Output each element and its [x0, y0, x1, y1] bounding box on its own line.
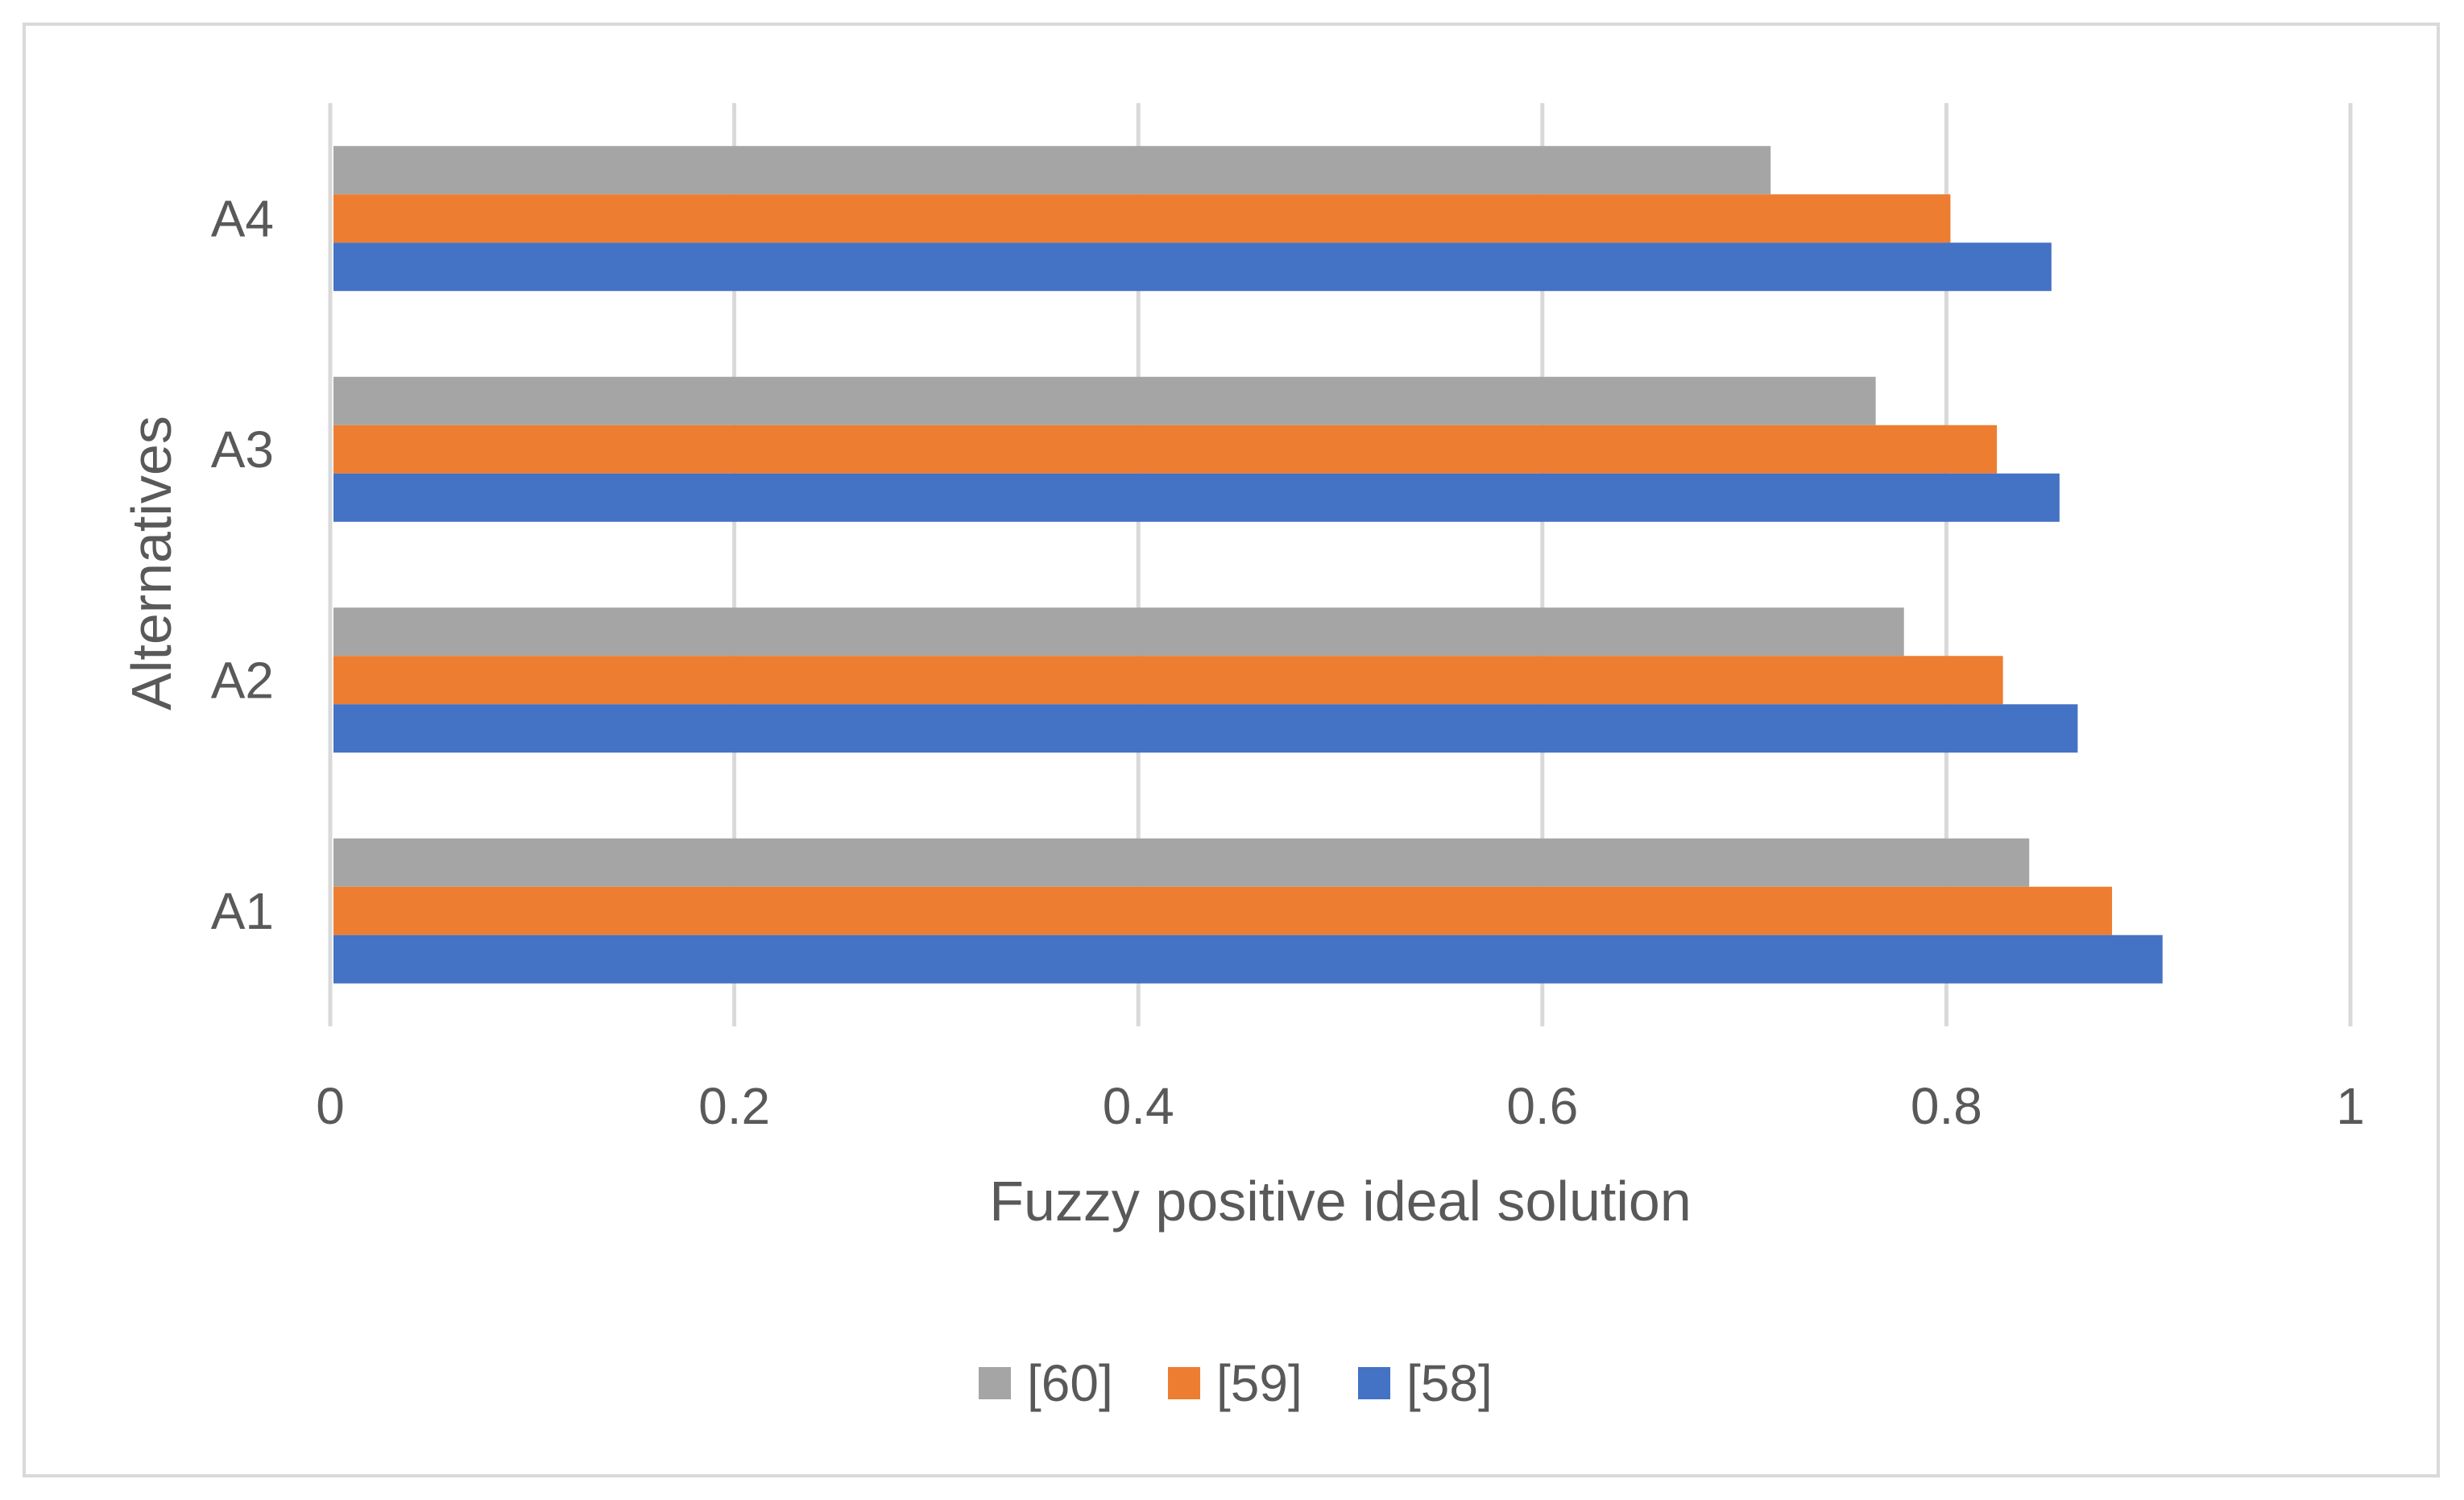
x-tick-label: 1: [2336, 1077, 2365, 1135]
bar-A1-60: [333, 838, 2030, 887]
x-axis-title: Fuzzy positive ideal solution: [989, 1170, 1692, 1233]
bar-A1-59: [333, 886, 2113, 935]
y-tick-label: A2: [211, 651, 274, 709]
bar-A2-60: [333, 607, 1904, 657]
y-axis-ticks: A1 A2 A3 A4: [211, 189, 274, 940]
legend-swatch-58: [1358, 1367, 1390, 1399]
legend-swatch-60: [979, 1367, 1011, 1399]
x-tick-label: 0.6: [1506, 1077, 1578, 1135]
legend-label: [58]: [1406, 1354, 1493, 1412]
x-axis-ticks: 0 0.2 0.4 0.6 0.8 1: [316, 1077, 2365, 1135]
legend-label: [60]: [1027, 1354, 1113, 1412]
bar-A3-60: [333, 376, 1876, 425]
x-tick-label: 0.8: [1911, 1077, 1982, 1135]
bar-A1-58: [333, 934, 2163, 984]
y-tick-label: A4: [211, 189, 274, 247]
y-tick-label: A3: [211, 421, 274, 479]
bars: [333, 146, 2163, 984]
bar-A2-59: [333, 656, 2003, 705]
bar-A3-58: [333, 473, 2060, 522]
y-tick-label: A1: [211, 882, 274, 940]
legend-swatch-59: [1168, 1367, 1200, 1399]
bar-A3-59: [333, 425, 1998, 474]
y-axis-title: Alternatives: [120, 416, 183, 711]
bar-A2-58: [333, 704, 2078, 753]
x-tick-label: 0.2: [698, 1077, 770, 1135]
bar-A4-59: [333, 194, 1951, 243]
legend-label: [59]: [1216, 1354, 1302, 1412]
bar-A4-58: [333, 242, 2052, 292]
x-tick-label: 0: [316, 1077, 345, 1135]
bar-A4-60: [333, 146, 1771, 195]
legend: [60] [59] [58]: [979, 1354, 1493, 1412]
x-tick-label: 0.4: [1103, 1077, 1174, 1135]
